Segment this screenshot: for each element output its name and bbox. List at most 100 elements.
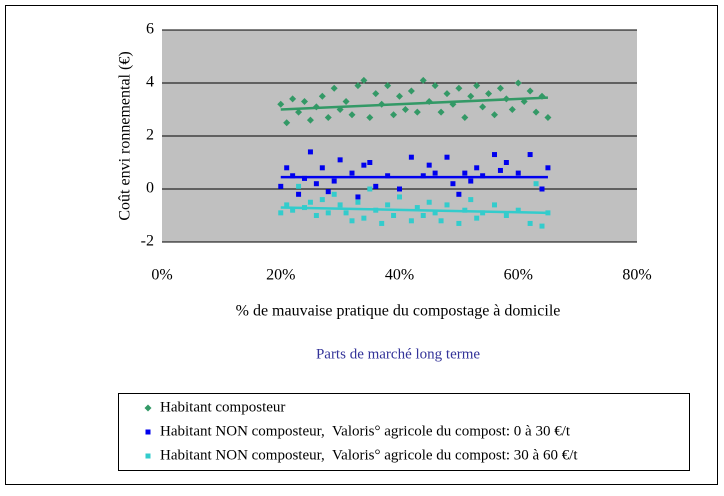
point bbox=[455, 84, 463, 92]
point bbox=[319, 165, 325, 171]
point bbox=[355, 199, 361, 205]
point bbox=[390, 111, 398, 119]
y-tick-label: -2 bbox=[141, 233, 154, 250]
point bbox=[372, 90, 380, 98]
point bbox=[514, 79, 522, 87]
y-axis-label: Coût envi ronnemental (€) bbox=[117, 51, 134, 220]
x-tick-label: 20% bbox=[266, 267, 295, 284]
point bbox=[443, 90, 451, 98]
point bbox=[397, 186, 402, 192]
point bbox=[290, 173, 296, 179]
point bbox=[485, 90, 493, 98]
point bbox=[467, 92, 475, 100]
point bbox=[283, 119, 291, 127]
y-tick-label: 6 bbox=[146, 21, 154, 38]
point bbox=[456, 220, 462, 226]
trendline bbox=[280, 96, 548, 111]
point bbox=[289, 95, 297, 103]
point bbox=[438, 218, 444, 224]
point bbox=[325, 189, 331, 195]
point bbox=[526, 87, 534, 95]
trendline bbox=[280, 206, 548, 215]
point bbox=[456, 191, 462, 197]
point bbox=[296, 191, 302, 197]
point bbox=[331, 191, 337, 197]
point bbox=[468, 178, 474, 184]
point bbox=[420, 213, 426, 218]
point bbox=[461, 113, 469, 121]
point bbox=[295, 108, 303, 116]
x-tick-label: 40% bbox=[385, 267, 414, 284]
point bbox=[426, 162, 432, 168]
point bbox=[479, 103, 487, 111]
legend-label: Habitant NON composteur, Valoris° agrico… bbox=[160, 423, 571, 439]
point bbox=[373, 183, 379, 189]
x-tick-label: 0% bbox=[151, 267, 172, 284]
point bbox=[354, 82, 362, 90]
point bbox=[444, 154, 450, 160]
point bbox=[307, 199, 313, 205]
point bbox=[527, 220, 533, 226]
x-tick-label: 80% bbox=[622, 267, 651, 284]
point bbox=[361, 215, 367, 221]
legend-label: Habitant composteur bbox=[160, 399, 285, 415]
point bbox=[544, 113, 552, 121]
point bbox=[545, 165, 551, 171]
point bbox=[503, 213, 509, 218]
point bbox=[444, 202, 450, 208]
point bbox=[306, 116, 314, 124]
y-tick-label: 2 bbox=[146, 127, 154, 144]
point bbox=[348, 111, 356, 119]
point bbox=[367, 186, 373, 192]
legend-marker bbox=[144, 404, 152, 412]
point bbox=[384, 82, 392, 90]
point bbox=[278, 210, 284, 216]
point bbox=[432, 170, 438, 176]
point bbox=[337, 157, 343, 163]
point bbox=[480, 210, 486, 216]
legend-box bbox=[118, 393, 690, 471]
point bbox=[385, 202, 391, 208]
point bbox=[290, 207, 296, 213]
point bbox=[503, 160, 509, 165]
y-tick-label: 4 bbox=[146, 74, 154, 91]
point bbox=[302, 175, 307, 181]
point bbox=[474, 215, 480, 221]
point bbox=[337, 202, 343, 208]
point bbox=[366, 113, 374, 121]
point bbox=[355, 194, 361, 200]
point bbox=[318, 92, 326, 100]
x-axis-label: % de mauvaise pratique du compostage à d… bbox=[236, 303, 561, 320]
point bbox=[491, 111, 498, 119]
point bbox=[413, 108, 421, 116]
point bbox=[432, 210, 438, 216]
legend-marker bbox=[145, 453, 151, 459]
point bbox=[301, 98, 308, 106]
point bbox=[342, 98, 350, 106]
point bbox=[492, 152, 497, 158]
point bbox=[396, 92, 403, 100]
point bbox=[527, 152, 533, 158]
y-tick-label: 0 bbox=[146, 180, 154, 197]
legend-label: Habitant NON composteur, Valoris° agrico… bbox=[160, 447, 578, 463]
point bbox=[539, 223, 545, 229]
point bbox=[313, 181, 319, 187]
point bbox=[474, 165, 480, 171]
point bbox=[408, 154, 414, 160]
point bbox=[473, 82, 481, 90]
point bbox=[496, 84, 504, 92]
point bbox=[437, 108, 445, 116]
point bbox=[426, 199, 432, 205]
point bbox=[349, 218, 355, 224]
point bbox=[408, 218, 414, 224]
point bbox=[331, 178, 337, 184]
point bbox=[349, 170, 355, 176]
point bbox=[277, 100, 285, 108]
point bbox=[324, 113, 332, 121]
point bbox=[533, 181, 539, 187]
point bbox=[397, 194, 402, 200]
point bbox=[313, 213, 319, 218]
point bbox=[515, 170, 521, 176]
point bbox=[296, 183, 302, 189]
